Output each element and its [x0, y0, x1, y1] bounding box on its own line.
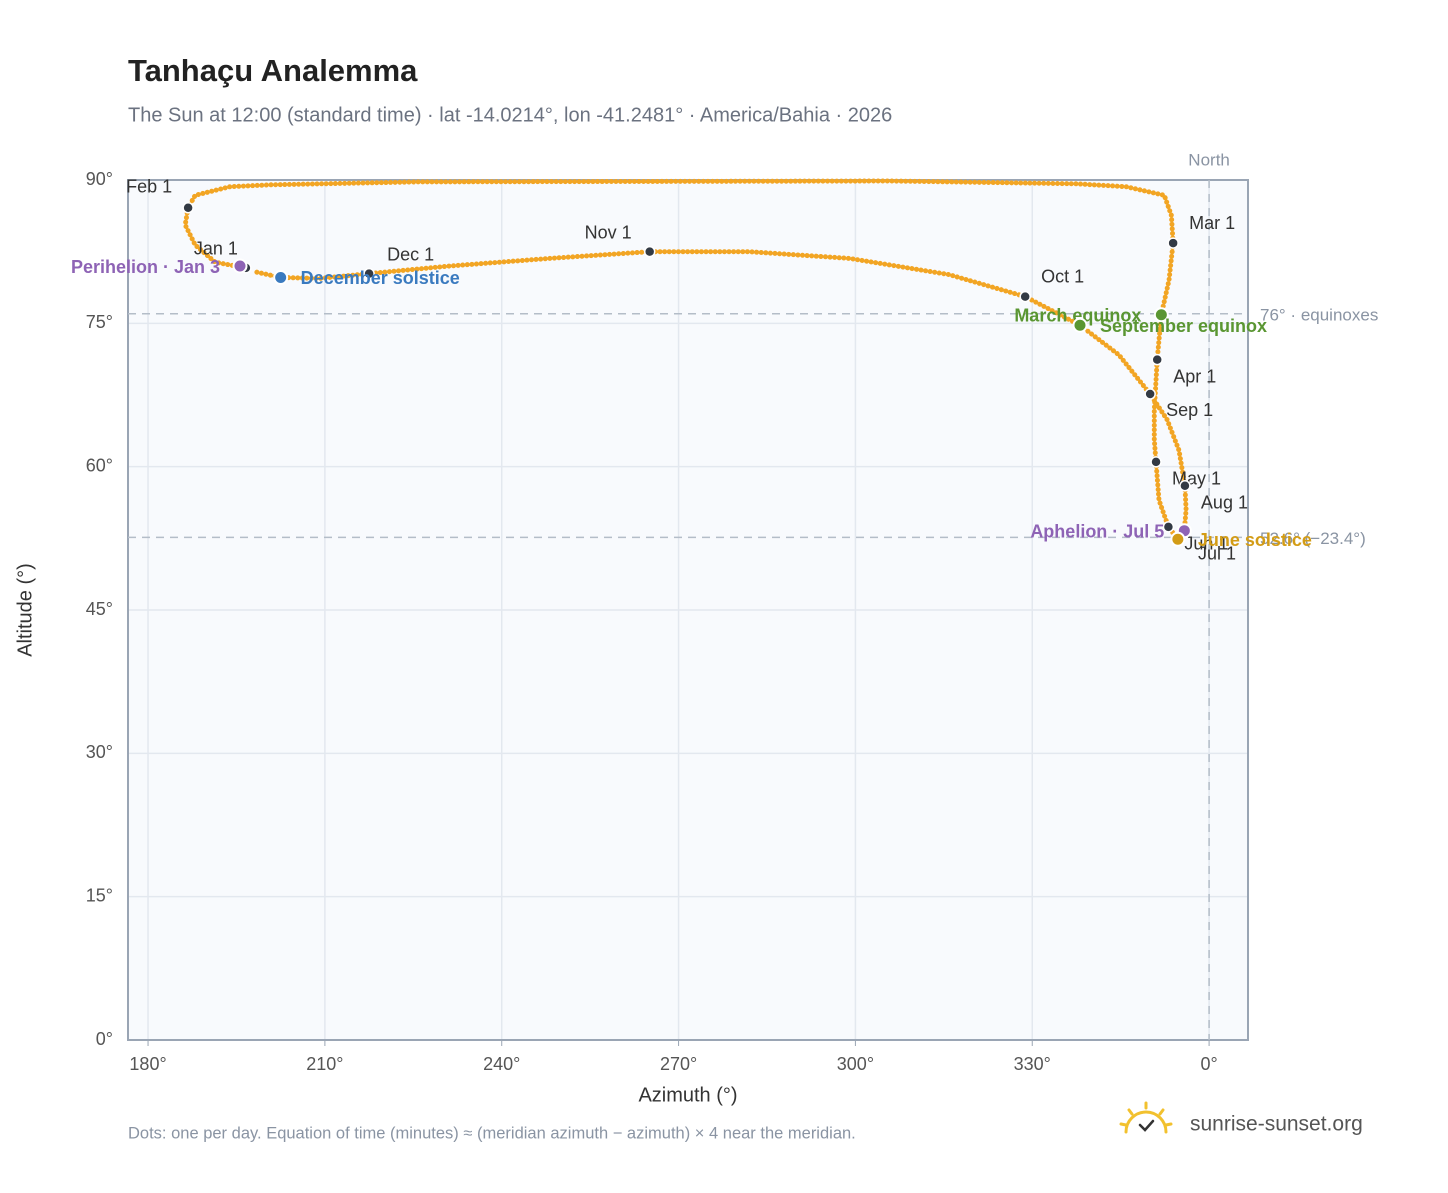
chart-subtitle: The Sun at 12:00 (standard time) · lat -… — [128, 104, 892, 126]
event-label: March equinox — [1014, 305, 1141, 325]
month-label: Feb 1 — [126, 176, 172, 196]
x-tick-label: 300° — [837, 1054, 874, 1074]
reference-label: 76° · equinoxes — [1260, 305, 1378, 324]
x-tick-label: 180° — [129, 1054, 166, 1074]
event-label: December solstice — [301, 268, 460, 288]
x-tick-label: 0° — [1200, 1054, 1217, 1074]
month-label: Jun 1 — [1184, 534, 1228, 554]
month-label: Mar 1 — [1189, 213, 1235, 233]
event-marker — [232, 258, 248, 274]
event-label: Aphelion · Jul 5 — [1030, 521, 1164, 541]
footnote: Dots: one per day. Equation of time (min… — [128, 1124, 856, 1142]
month-label: Aug 1 — [1201, 493, 1248, 513]
north-label: North — [1188, 150, 1230, 169]
month-label: Jan 1 — [194, 239, 238, 259]
month-marker — [643, 245, 656, 258]
month-label: Sep 1 — [1166, 400, 1213, 420]
chart-title: Tanhaçu Analemma — [128, 53, 418, 88]
month-label: Apr 1 — [1173, 366, 1216, 386]
y-tick-label: 0° — [96, 1029, 113, 1049]
y-tick-label: 60° — [86, 455, 113, 475]
month-marker — [1144, 388, 1156, 400]
reference-label: 52.6° (−23.4°) — [1260, 529, 1366, 548]
y-tick-label: 15° — [86, 885, 113, 905]
event-marker — [1153, 307, 1169, 323]
y-tick-label: 75° — [86, 312, 113, 332]
x-tick-label: 270° — [660, 1054, 697, 1074]
month-marker — [1150, 456, 1162, 468]
month-marker — [1019, 290, 1031, 303]
event-marker — [1072, 317, 1088, 333]
month-label: Oct 1 — [1041, 266, 1084, 286]
month-marker — [1151, 353, 1163, 366]
month-label: Jul 1 — [1198, 543, 1236, 563]
y-tick-label: 45° — [86, 599, 113, 619]
x-axis-label: Azimuth (°) — [638, 1084, 737, 1106]
y-axis-label: Altitude (°) — [14, 563, 36, 657]
month-marker — [363, 267, 375, 280]
month-marker — [182, 201, 194, 214]
event-label: September equinox — [1100, 316, 1267, 336]
month-marker — [1162, 521, 1175, 533]
month-label: Dec 1 — [387, 244, 434, 264]
event-label: Perihelion · Jan 3 — [71, 257, 220, 277]
analemma-dots — [182, 178, 1189, 544]
event-marker — [273, 269, 289, 285]
x-tick-label: 210° — [306, 1054, 343, 1074]
event-marker — [1170, 531, 1186, 547]
month-marker — [1167, 237, 1179, 249]
event-label: June solstice — [1198, 530, 1312, 550]
x-tick-label: 330° — [1014, 1054, 1051, 1074]
y-tick-label: 30° — [86, 742, 113, 762]
brand-logo — [1119, 1101, 1173, 1134]
month-marker — [1179, 480, 1191, 492]
brand-name: sunrise-sunset.org — [1190, 1113, 1363, 1136]
month-label: Nov 1 — [585, 222, 632, 242]
y-tick-label: 90° — [86, 169, 113, 189]
x-tick-label: 240° — [483, 1054, 520, 1074]
